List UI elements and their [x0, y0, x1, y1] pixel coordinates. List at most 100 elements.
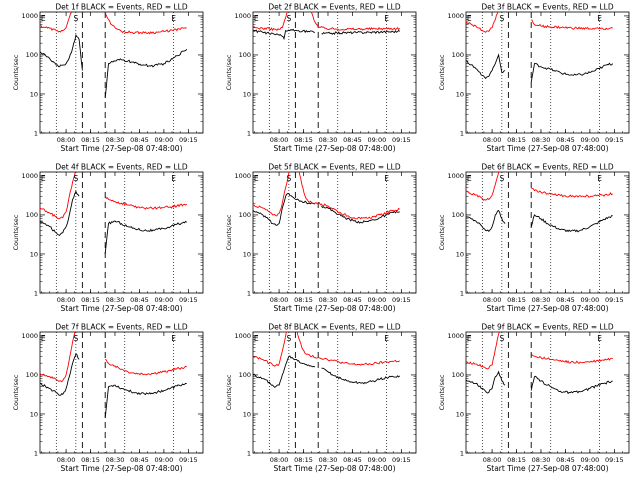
y-tick-label: 100: [26, 211, 38, 219]
marker-e: E: [597, 174, 602, 183]
panel-det-1: Det 1f BLACK = Events, RED = LLD 1 10 100 10…: [12, 3, 204, 153]
x-tick-label: 08:00: [57, 296, 76, 304]
y-tick-label: 1000: [447, 332, 464, 340]
x-tick-label: 08:30: [319, 456, 338, 464]
x-axis-label: Start Time (27-Sep-08 07:48:00): [274, 304, 396, 313]
x-tick-label: 08:30: [106, 456, 125, 464]
x-tick-label: 09:00: [155, 136, 174, 144]
marker-e: E: [41, 334, 46, 343]
panel-title: Det 4f BLACK = Events, RED = LLD: [55, 163, 188, 172]
y-tick-label: 1000: [21, 172, 38, 180]
y-tick-label: 10: [456, 90, 464, 98]
x-tick-label: 09:00: [581, 136, 600, 144]
x-tick-label: 08:30: [319, 136, 338, 144]
x-axis-label: Start Time (27-Sep-08 07:48:00): [487, 144, 609, 153]
x-tick-label: 08:30: [532, 136, 551, 144]
x-tick-label: 08:00: [270, 296, 289, 304]
y-tick-label: 1000: [21, 12, 38, 20]
x-tick-label: 08:15: [294, 296, 313, 304]
x-tick-label: 09:15: [179, 296, 198, 304]
y-axis-label: Counts/sec: [225, 374, 233, 410]
y-tick-label: 10: [243, 250, 251, 258]
lld-series-line: [466, 12, 499, 33]
x-tick-label: 09:00: [368, 136, 387, 144]
x-tick-label: 08:00: [57, 136, 76, 144]
y-tick-label: 1: [247, 129, 251, 137]
x-tick-label: 08:30: [532, 296, 551, 304]
x-axis-label: Start Time (27-Sep-08 07:48:00): [274, 464, 396, 473]
plot-frame: [39, 171, 204, 294]
marker-s: S: [286, 334, 291, 343]
y-axis-label: Counts/sec: [12, 374, 20, 410]
y-axis-label: Counts/sec: [225, 54, 233, 90]
events-series-line: [104, 48, 188, 98]
y-tick-label: 1000: [234, 12, 251, 20]
x-tick-label: 09:00: [155, 296, 174, 304]
plot-frame: [39, 331, 204, 454]
marker-s: S: [286, 14, 291, 23]
lld-series-line: [40, 172, 76, 220]
x-tick-label: 08:00: [483, 296, 502, 304]
x-tick-label: 09:15: [392, 456, 411, 464]
x-tick-label: 08:15: [294, 456, 313, 464]
marker-e: E: [467, 14, 472, 23]
x-tick-label: 08:00: [483, 136, 502, 144]
events-series-line: [40, 34, 83, 71]
plot-frame: [252, 331, 417, 454]
panel-title: Det 2f BLACK = Events, RED = LLD: [268, 3, 401, 12]
x-tick-label: 08:15: [507, 296, 526, 304]
marker-e: E: [254, 334, 259, 343]
marker-e: E: [171, 174, 176, 183]
x-tick-label: 09:15: [179, 136, 198, 144]
panel-title: Det 3f BLACK = Events, RED = LLD: [481, 3, 614, 12]
x-tick-label: 09:15: [179, 456, 198, 464]
events-series-line: [466, 53, 506, 80]
events-series-line: [321, 29, 400, 35]
marker-e: E: [254, 174, 259, 183]
x-axis-label: Start Time (27-Sep-08 07:48:00): [274, 144, 396, 153]
marker-s: S: [73, 334, 78, 343]
x-tick-label: 08:45: [343, 136, 362, 144]
y-tick-label: 1: [247, 289, 251, 297]
panel-det-3: Det 3f BLACK = Events, RED = LLD 1 10 100 10…: [438, 3, 630, 153]
x-tick-label: 08:30: [532, 456, 551, 464]
marker-s: S: [73, 14, 78, 23]
y-tick-label: 10: [456, 250, 464, 258]
marker-e: E: [467, 174, 472, 183]
y-axis-label: Counts/sec: [12, 214, 20, 250]
x-tick-label: 08:00: [270, 456, 289, 464]
y-tick-label: 100: [239, 51, 251, 59]
events-series-line: [466, 209, 506, 232]
lld-series-line: [104, 196, 188, 210]
x-axis-label: Start Time (27-Sep-08 07:48:00): [487, 304, 609, 313]
y-tick-label: 1: [460, 129, 464, 137]
panel-det-9: Det 9f BLACK = Events, RED = LLD 1 10 100 10…: [438, 323, 630, 473]
y-tick-label: 1: [34, 129, 38, 137]
marker-s: S: [499, 174, 504, 183]
lld-series-line: [40, 332, 76, 383]
lld-series-line: [104, 359, 187, 376]
x-tick-label: 08:00: [270, 136, 289, 144]
plot-frame: [465, 11, 630, 134]
panel-det-4: Det 4f BLACK = Events, RED = LLD 1 10 100 10…: [12, 163, 204, 313]
x-tick-label: 08:45: [130, 456, 149, 464]
marker-e: E: [41, 14, 46, 23]
marker-s: S: [499, 14, 504, 23]
marker-e: E: [171, 334, 176, 343]
plot-frame: [252, 171, 417, 294]
marker-e: E: [254, 14, 259, 23]
y-tick-label: 10: [30, 90, 38, 98]
x-tick-label: 08:30: [106, 136, 125, 144]
x-tick-label: 08:30: [319, 296, 338, 304]
y-axis-label: Counts/sec: [438, 54, 446, 90]
y-tick-label: 1: [460, 289, 464, 297]
y-axis-label: Counts/sec: [12, 54, 20, 90]
marker-e: E: [384, 14, 389, 23]
x-tick-label: 09:00: [368, 296, 387, 304]
events-series-line: [253, 193, 316, 226]
events-series-line: [530, 62, 614, 83]
events-series-line: [530, 214, 613, 233]
lld-series-line: [530, 353, 613, 365]
panel-det-2: Det 2f BLACK = Events, RED = LLD 1 10 100 10…: [225, 3, 417, 153]
x-tick-label: 09:00: [368, 456, 387, 464]
